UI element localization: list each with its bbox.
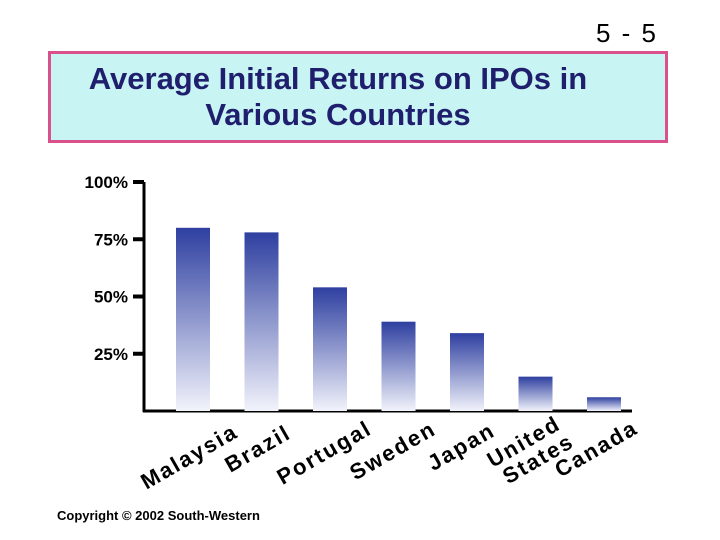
- chart-title-line-2: Various Countries: [205, 97, 471, 132]
- bar-united-states: [518, 376, 553, 411]
- chart-title: Average Initial Returns on IPOs in Vario…: [58, 61, 618, 133]
- bar-brazil: [244, 232, 279, 411]
- category-label-japan: Japan: [423, 417, 499, 475]
- y-tick-label-100: 100%: [85, 173, 128, 192]
- chart-title-line-1: Average Initial Returns on IPOs in: [88, 61, 588, 96]
- slide-number: 5 - 5: [595, 18, 658, 48]
- bar-canada: [587, 397, 621, 411]
- chart-category-labels: MalaysiaBrazilPortugalSwedenJapanUnitedS…: [136, 411, 642, 495]
- copyright-notice: Copyright © 2002 South-Western: [57, 508, 260, 523]
- y-tick-label-50: 50%: [94, 288, 128, 307]
- chart-bars: [176, 227, 621, 411]
- bar-malaysia: [176, 227, 210, 411]
- bar-sweden: [381, 321, 416, 411]
- category-label-line: Japan: [423, 417, 499, 475]
- bar-portugal: [313, 287, 347, 411]
- bar-japan: [450, 333, 484, 411]
- y-tick-label-75: 75%: [94, 230, 128, 249]
- y-tick-label-25: 25%: [94, 345, 128, 364]
- title-box: Average Initial Returns on IPOs in Vario…: [48, 51, 668, 143]
- chart-axes: 25% 75% 100% 50%: [85, 173, 632, 413]
